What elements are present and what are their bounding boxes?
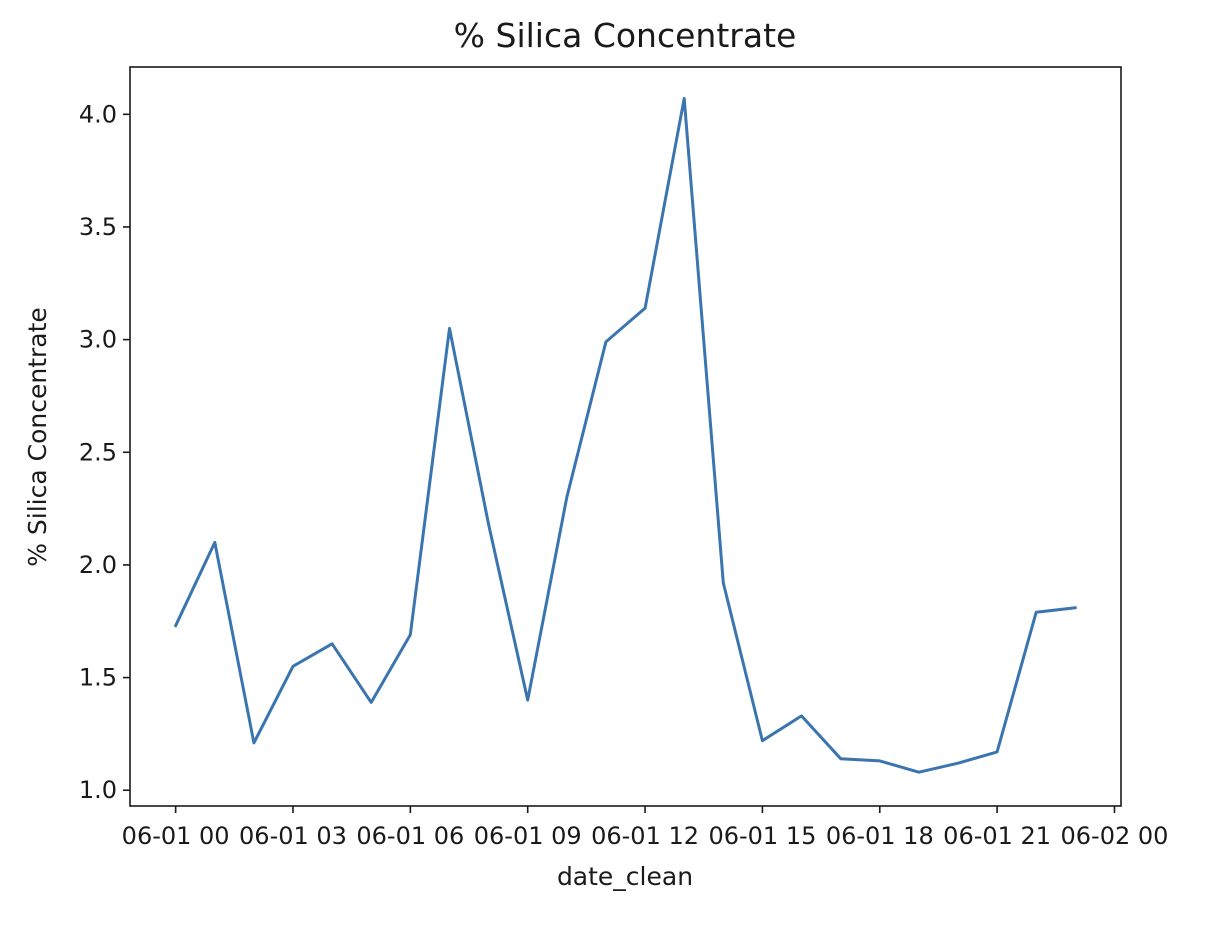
x-tick-label: 06-01 15 [708,822,816,850]
x-tick-label: 06-01 03 [239,822,347,850]
x-tick-label: 06-02 00 [1061,822,1169,850]
x-axis: 06-01 00 06-01 03 06-01 06 06-01 09 06-01 12… [122,806,1169,850]
y-tick-label: 4.0 [79,100,117,128]
y-tick-label: 1.5 [79,664,117,692]
x-tick-label: 06-01 00 [122,822,230,850]
x-tick-label: 06-01 09 [474,822,582,850]
y-tick-label: 3.5 [79,213,117,241]
y-axis: 1.0 1.5 2.0 2.5 3.0 3.5 4.0 [79,100,130,804]
y-tick-label: 2.0 [79,551,117,579]
y-tick-label: 1.0 [79,776,117,804]
y-axis-label: % Silica Concentrate [23,307,52,567]
x-tick-label: 06-01 21 [943,822,1051,850]
series-line [174,97,1077,774]
x-axis-label: date_clean [557,862,693,891]
plot-area-frame [129,66,1122,807]
y-tick-label: 2.5 [79,438,117,466]
x-tick-label: 06-01 12 [591,822,699,850]
x-tick-label: 06-01 06 [356,822,464,850]
x-tick-label: 06-01 18 [826,822,934,850]
chart-title: % Silica Concentrate [454,16,797,55]
y-tick-label: 3.0 [79,326,117,354]
